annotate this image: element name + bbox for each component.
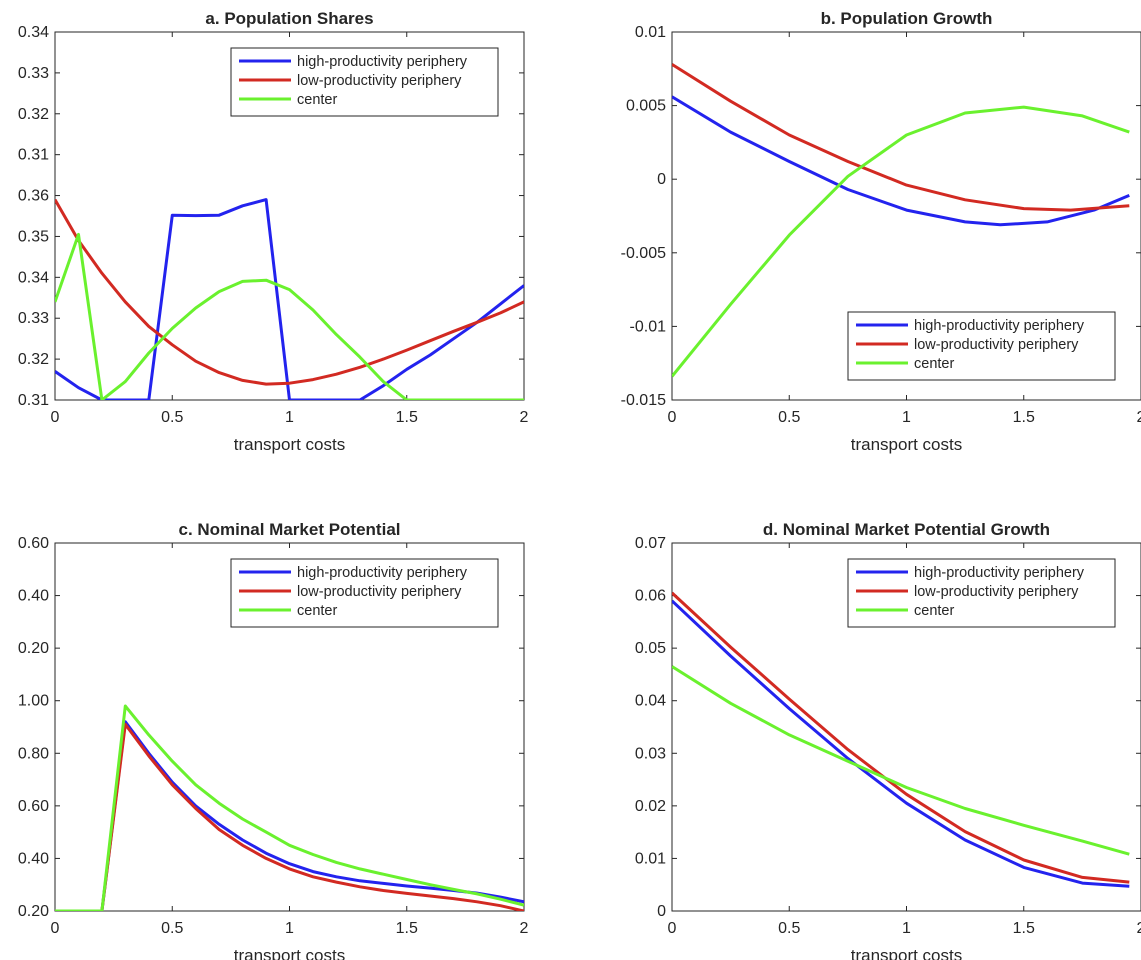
chart-title: d. Nominal Market Potential Growth — [763, 520, 1050, 539]
x-tick-label: 0 — [51, 920, 60, 937]
x-tick-label: 2 — [1137, 920, 1141, 937]
x-tick-label: 1 — [902, 920, 911, 937]
y-tick-label: 0.31 — [18, 392, 49, 409]
x-tick-label: 0.5 — [778, 920, 800, 937]
series-line-high-productivity-periphery — [672, 599, 1130, 888]
y-tick-label: 0.07 — [635, 535, 666, 552]
panel-1: 0 0.5 1 1.5 2 -0.015 -0.01 -0.005 0 0.005 0.01 b. P… — [621, 9, 1141, 454]
x-tick-label: 0.5 — [778, 409, 800, 426]
legend: high-productivity periphery low-productiv… — [847, 311, 1116, 381]
y-tick-label: 0.03 — [635, 745, 666, 762]
x-tick-label: 2 — [520, 409, 529, 426]
series-line-center — [55, 232, 524, 400]
x-tick-label: 0.5 — [161, 409, 183, 426]
legend-entry: low-productivity periphery — [914, 584, 1079, 600]
y-tick-label: 0.60 — [18, 535, 49, 552]
y-tick-label: 0.36 — [18, 188, 49, 205]
x-tick-label: 1 — [902, 409, 911, 426]
legend-entry: low-productivity periphery — [914, 337, 1079, 353]
x-axis-label: transport costs — [234, 435, 346, 454]
legend: high-productivity periphery low-productiv… — [847, 558, 1116, 628]
chart-title: c. Nominal Market Potential — [179, 520, 401, 539]
legend: high-productivity periphery low-productiv… — [230, 47, 499, 117]
y-tick-label: 0 — [657, 171, 666, 188]
series-line-high-productivity-periphery — [672, 95, 1130, 227]
x-axis-label: transport costs — [851, 435, 963, 454]
y-tick-label: 0.20 — [18, 640, 49, 657]
series-line-high-productivity-periphery — [55, 720, 524, 911]
y-tick-label: 0.32 — [18, 351, 49, 368]
panel-0: 0 0.5 1 1.5 2 0.34 0.33 0.32 0.31 0.36 0.35 0.34 0.3… — [18, 9, 529, 454]
y-tick-label: -0.01 — [630, 318, 667, 335]
y-tick-label: 0.05 — [635, 640, 666, 657]
x-axis-label: transport costs — [234, 946, 346, 960]
legend-entry: center — [914, 603, 954, 619]
y-tick-label: 0.02 — [635, 798, 666, 815]
y-tick-label: 0.06 — [635, 588, 666, 605]
panel-2: 0 0.5 1 1.5 2 0.60 0.40 0.20 1.00 0.80 0.60 0.40 0.2… — [18, 520, 529, 960]
legend-entry: center — [297, 92, 337, 108]
legend-box — [230, 558, 499, 628]
y-tick-label: 0.32 — [18, 106, 49, 123]
series-line-low-productivity-periphery — [672, 591, 1130, 884]
y-tick-label: 0.34 — [18, 269, 49, 286]
x-axis-label: transport costs — [851, 946, 963, 960]
y-tick-label: 0.33 — [18, 310, 49, 327]
y-tick-label: 0.80 — [18, 745, 49, 762]
x-tick-label: 1.5 — [1013, 409, 1035, 426]
y-tick-label: 0 — [657, 903, 666, 920]
series-line-center — [55, 704, 524, 911]
legend: high-productivity periphery low-productiv… — [230, 558, 499, 628]
legend-entry: high-productivity periphery — [914, 318, 1085, 334]
legend-entry: high-productivity periphery — [914, 565, 1085, 581]
series-line-low-productivity-periphery — [55, 722, 524, 911]
y-tick-label: 0.04 — [635, 693, 666, 710]
x-tick-label: 2 — [520, 920, 529, 937]
chart-title: a. Population Shares — [205, 9, 373, 28]
y-tick-label: 0.60 — [18, 798, 49, 815]
series-line-low-productivity-periphery — [55, 198, 524, 386]
x-tick-label: 0.5 — [161, 920, 183, 937]
x-tick-label: 1 — [285, 409, 294, 426]
y-tick-label: 0.01 — [635, 24, 666, 41]
y-tick-label: -0.015 — [621, 392, 666, 409]
x-tick-label: 0 — [668, 409, 677, 426]
y-tick-label: -0.005 — [621, 245, 666, 262]
x-tick-label: 1.5 — [1013, 920, 1035, 937]
legend-entry: low-productivity periphery — [297, 584, 462, 600]
panel-3: 0 0.5 1 1.5 2 0 0.01 0.02 0.03 0.04 0.05 0.06 0.07 d.… — [635, 520, 1141, 960]
y-tick-label: 0.20 — [18, 903, 49, 920]
x-tick-label: 2 — [1137, 409, 1141, 426]
y-tick-label: 0.40 — [18, 588, 49, 605]
x-tick-label: 1 — [285, 920, 294, 937]
y-tick-label: 0.005 — [626, 98, 666, 115]
legend-entry: center — [297, 603, 337, 619]
y-tick-label: 0.31 — [18, 147, 49, 164]
series-line-center — [672, 665, 1130, 856]
series-line-center — [672, 105, 1130, 378]
legend-entry: low-productivity periphery — [297, 73, 462, 89]
x-tick-label: 0 — [668, 920, 677, 937]
legend-box — [847, 558, 1116, 628]
x-tick-label: 1.5 — [396, 409, 418, 426]
legend-entry: high-productivity periphery — [297, 565, 468, 581]
y-tick-label: 0.33 — [18, 65, 49, 82]
legend-entry: high-productivity periphery — [297, 54, 468, 70]
y-tick-label: 0.35 — [18, 228, 49, 245]
legend-entry: center — [914, 356, 954, 372]
y-tick-label: 0.34 — [18, 24, 49, 41]
x-tick-label: 0 — [51, 409, 60, 426]
series-line-low-productivity-periphery — [672, 63, 1130, 212]
series-line-high-productivity-periphery — [55, 198, 524, 400]
y-tick-label: 0.40 — [18, 850, 49, 867]
chart-title: b. Population Growth — [821, 9, 993, 28]
legend-box — [230, 47, 499, 117]
y-tick-label: 1.00 — [18, 693, 49, 710]
x-tick-label: 1.5 — [396, 920, 418, 937]
legend-box — [847, 311, 1116, 381]
y-tick-label: 0.01 — [635, 850, 666, 867]
